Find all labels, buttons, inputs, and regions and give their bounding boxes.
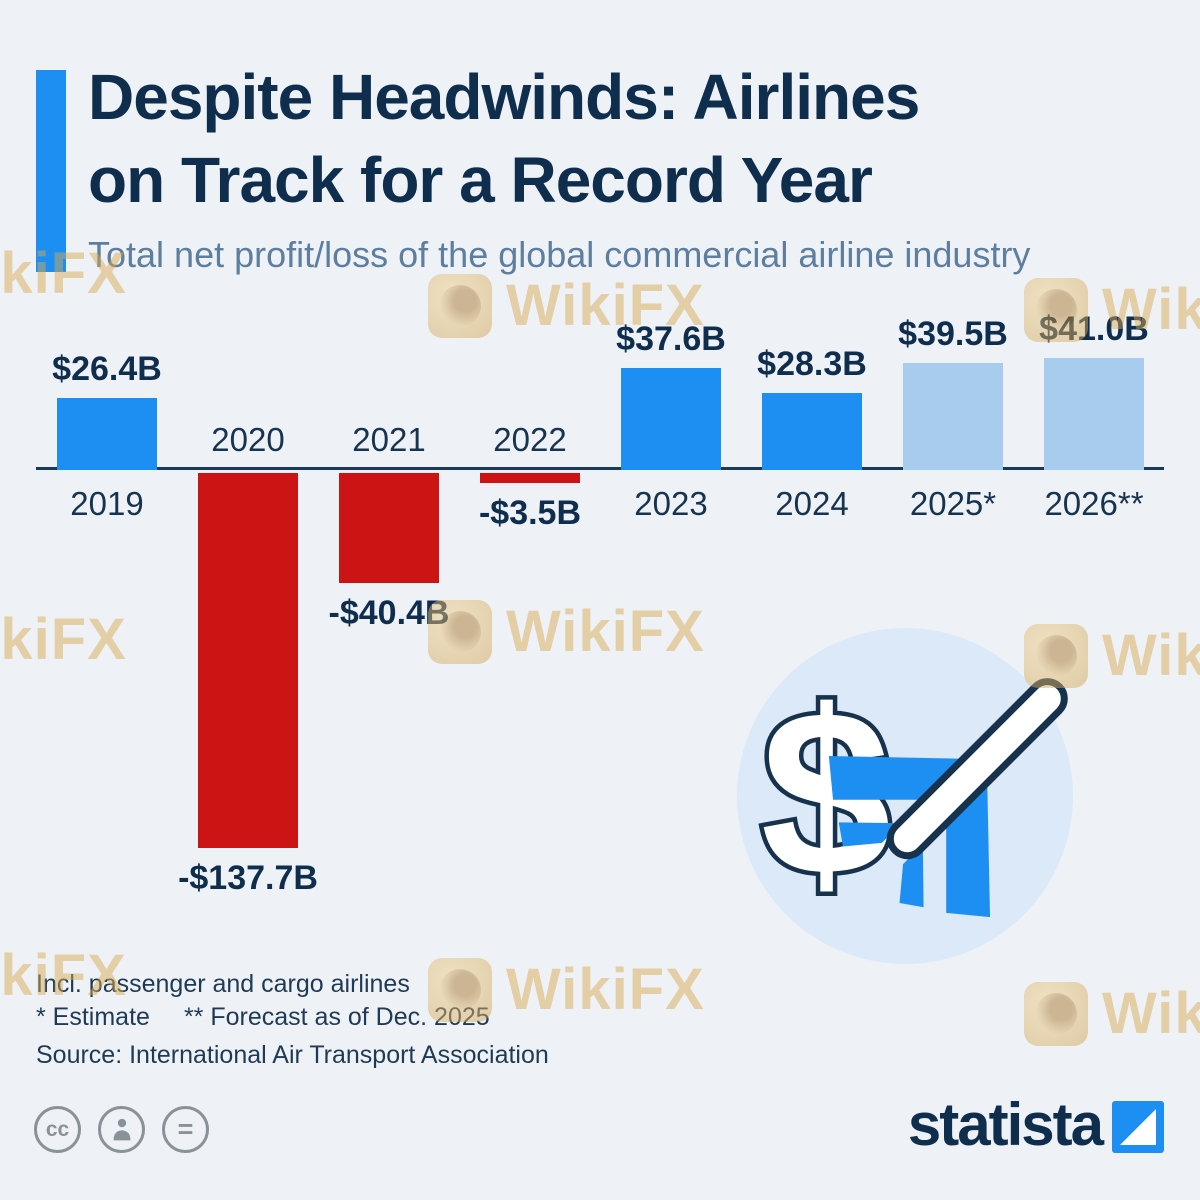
bar-value-label: $26.4B [52,350,162,389]
page-title: Despite Headwinds: Airlines on Track for… [88,56,920,222]
bar-year-label: 2020 [211,421,285,458]
airplane-icon [828,678,1068,918]
equals-icon: = [162,1106,209,1153]
footnote-forecast: ** Forecast as of Dec. 2025 [183,1003,490,1031]
footnote-estimate-forecast: * Estimate ** Forecast as of Dec. 2025 [36,1003,490,1032]
statista-logo: statista [907,1091,1164,1158]
title-accent-bar [36,70,66,272]
bar-2020 [198,473,298,848]
title-line-2: on Track for a Record Year [88,144,873,217]
bar-year-label: 2019 [70,485,144,522]
bar-value-label: $37.6B [616,319,726,358]
bar-2023 [621,367,721,470]
bar-value-label: $39.5B [898,314,1008,353]
bar-year-label: 2024 [775,485,849,522]
bar-2026 [1044,358,1144,470]
equals-glyph: = [177,1114,194,1144]
source-line: Source: International Air Transport Asso… [36,1041,549,1069]
bar-value-label: -$137.7B [178,858,318,897]
bar-year-label: 2021 [352,421,426,458]
bar-2024 [762,393,862,470]
attribution-icon [98,1106,145,1153]
bar-2022 [480,473,580,483]
license-icons: cc = [34,1106,209,1153]
bar-value-label: $41.0B [1039,310,1149,349]
cc-glyph: cc [45,1117,70,1141]
bar-2019 [57,398,157,470]
bar-year-label: 2023 [634,485,708,522]
statista-wordmark: statista [907,1091,1104,1158]
dollar-airplane-illustration: $ [737,628,1073,964]
x-axis-line [36,467,1164,470]
bar-year-label: 2022 [493,421,567,458]
bar-value-label: $28.3B [757,345,867,384]
title-line-1: Despite Headwinds: Airlines [88,61,920,133]
statista-logo-icon [1112,1101,1164,1153]
bar-year-label: 2025* [909,485,997,522]
bar-year-label: 2026** [1044,485,1144,522]
chart-subtitle: Total net profit/loss of the global comm… [88,234,1031,275]
bar-value-label: -$3.5B [478,493,582,532]
bar-value-label: -$40.4B [328,593,450,632]
footnote-scope: Incl. passenger and cargo airlines [36,970,410,998]
bar-2025 [903,362,1003,470]
cc-license-icon: cc [34,1106,81,1153]
bar-2021 [339,473,439,583]
footnote-estimate: * Estimate [36,1003,150,1031]
